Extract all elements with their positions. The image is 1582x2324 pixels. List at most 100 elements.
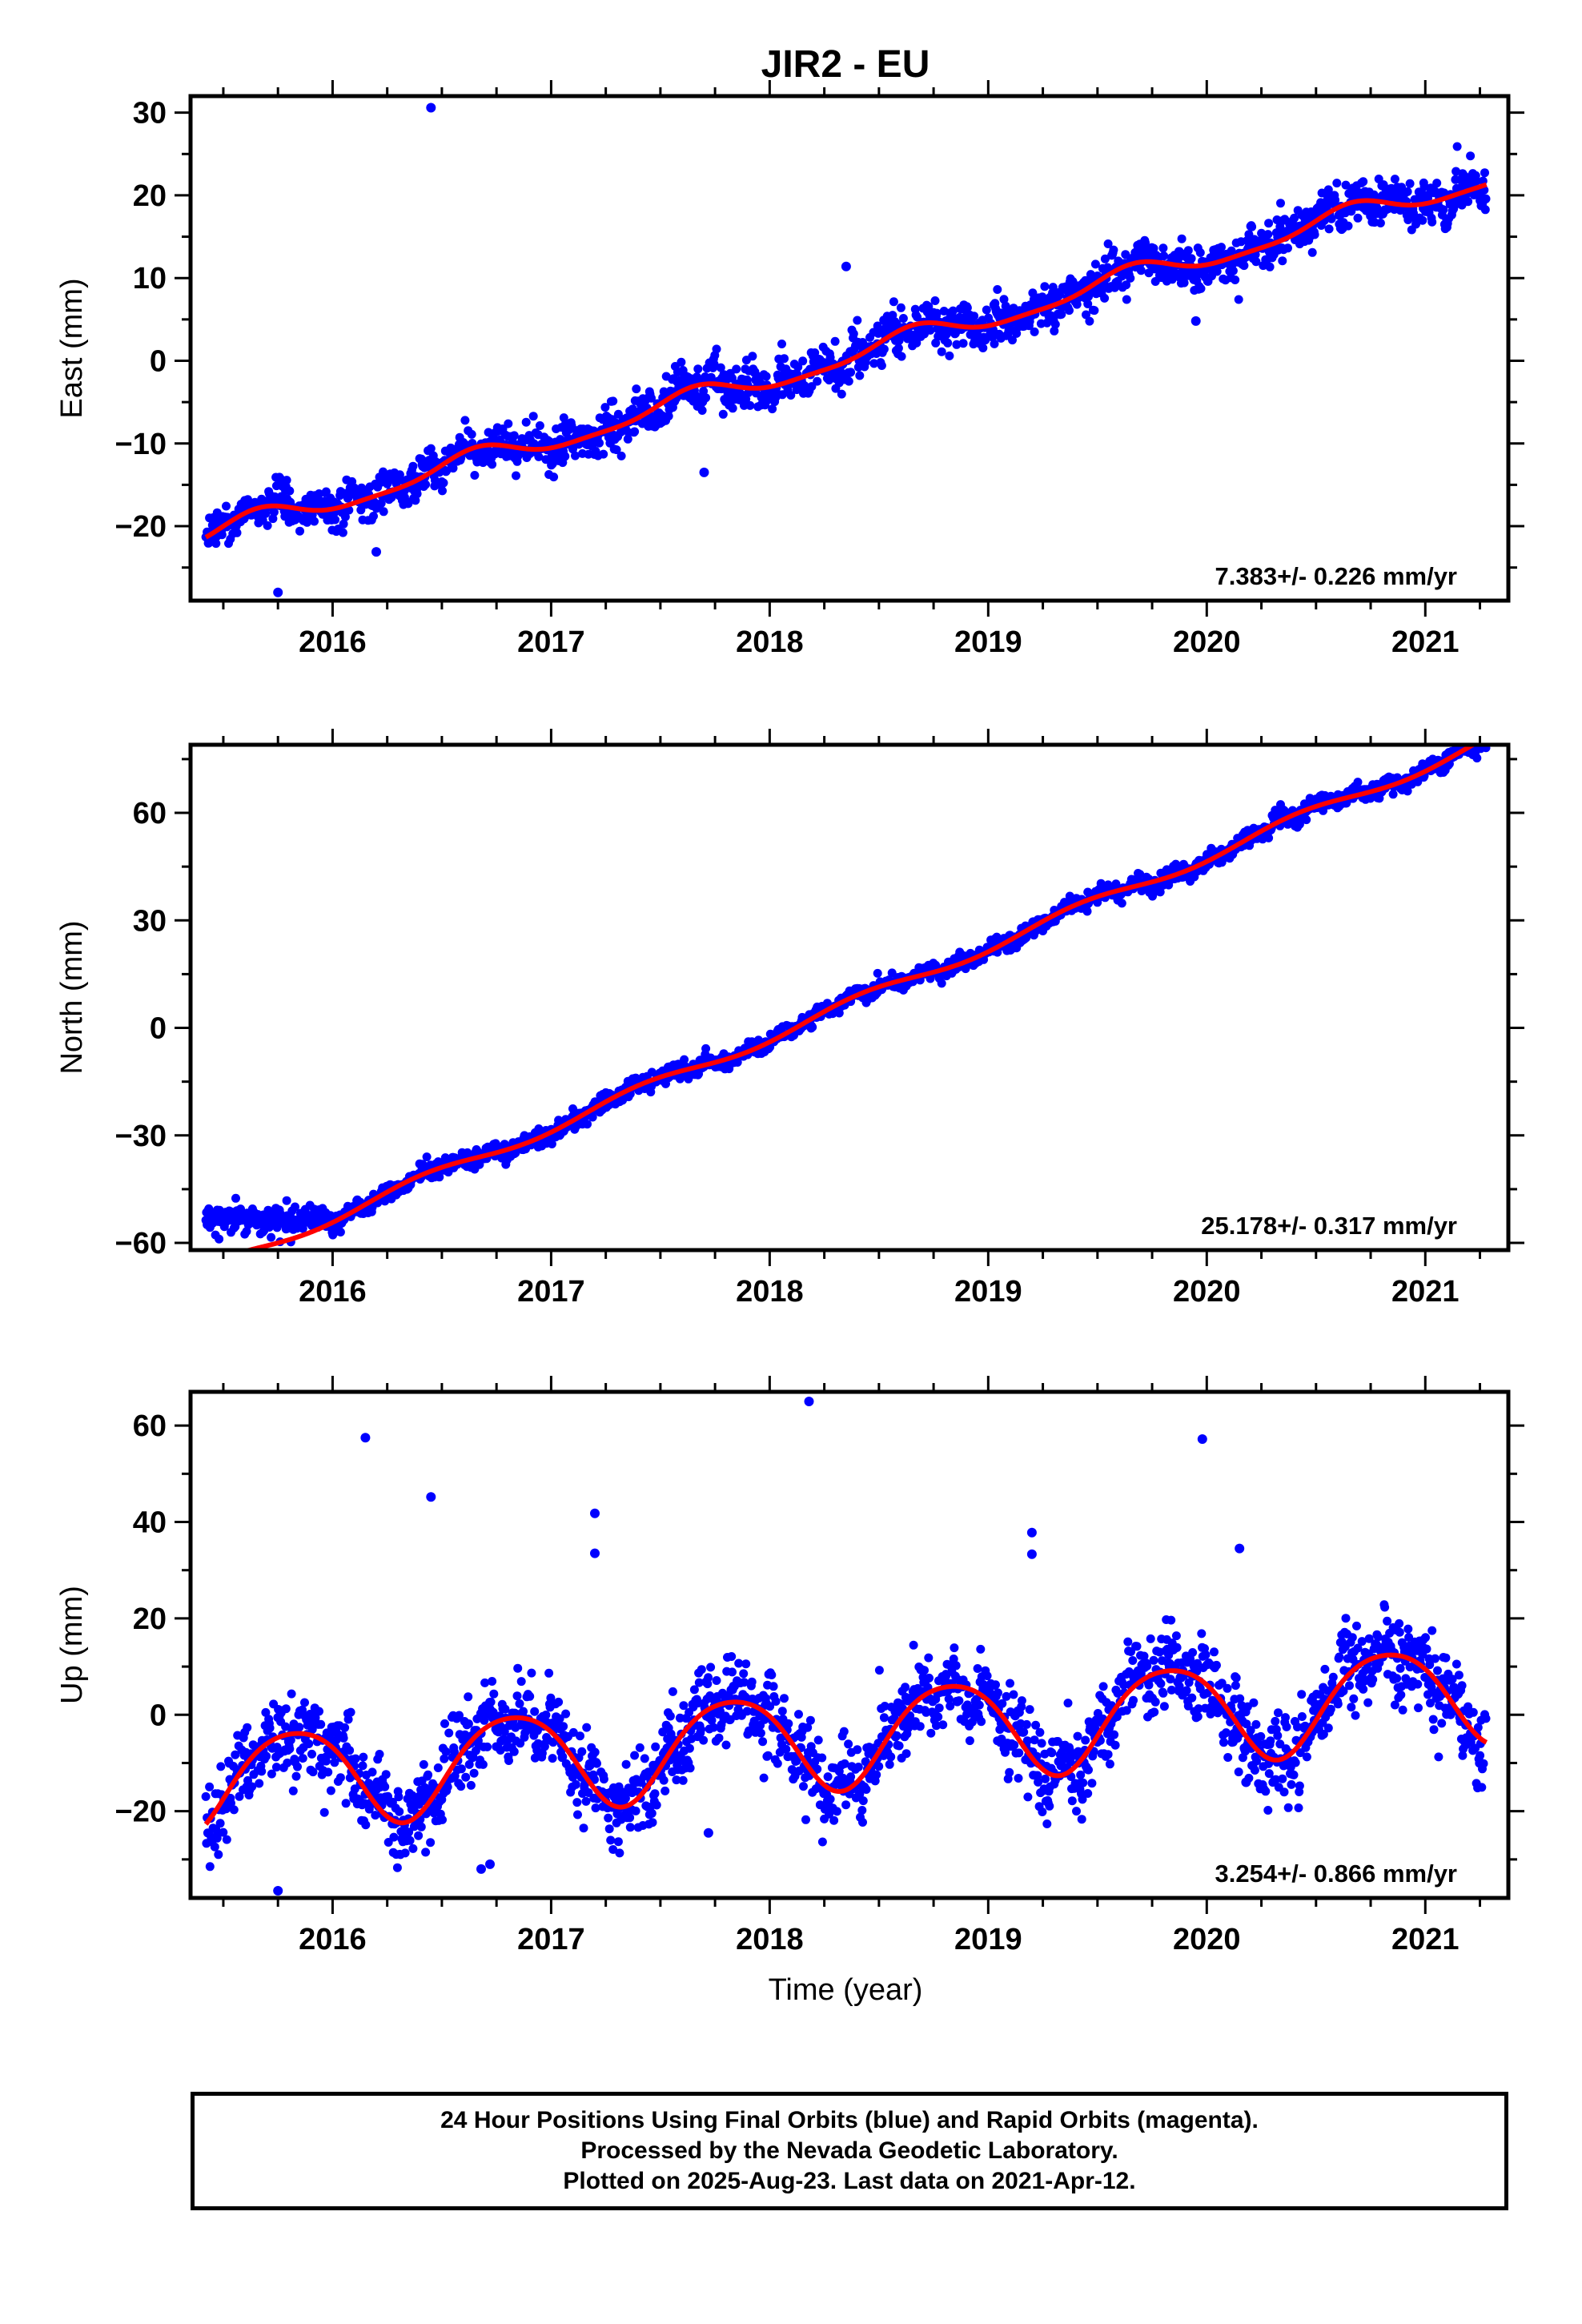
data-point	[414, 1831, 424, 1840]
data-point	[315, 1707, 323, 1716]
data-point	[829, 1815, 839, 1825]
data-point	[761, 372, 771, 381]
data-point	[1117, 899, 1126, 908]
data-point	[668, 1687, 677, 1696]
data-point	[323, 1767, 333, 1777]
data-point	[841, 1800, 851, 1810]
data-point	[604, 1824, 614, 1834]
data-point	[1403, 187, 1412, 196]
data-point	[709, 360, 719, 369]
data-point	[316, 1719, 326, 1729]
data-point	[554, 1697, 564, 1707]
data-point	[515, 1699, 524, 1708]
data-point	[229, 1805, 239, 1815]
data-point	[1310, 230, 1319, 239]
data-point	[784, 1719, 793, 1728]
data-point	[521, 417, 531, 427]
data-point	[924, 302, 934, 312]
data-point	[287, 1689, 296, 1699]
data-point	[661, 1786, 670, 1795]
data-point	[408, 1844, 418, 1853]
data-point	[571, 451, 580, 460]
data-point	[528, 412, 538, 421]
data-point	[664, 412, 673, 421]
data-point	[295, 526, 304, 536]
data-point	[285, 486, 295, 496]
data-point	[697, 1665, 706, 1675]
data-point	[693, 364, 703, 374]
data-point	[621, 1759, 631, 1769]
data-point	[516, 1677, 526, 1687]
data-point	[608, 396, 618, 406]
data-point	[527, 1668, 536, 1678]
plot-area-2	[201, 1397, 1491, 1896]
data-point	[466, 1780, 476, 1790]
plot-area-1	[201, 745, 1491, 1250]
data-point	[1452, 167, 1461, 176]
data-point	[849, 329, 858, 339]
data-point	[635, 1743, 644, 1752]
data-point	[408, 461, 418, 471]
data-point	[257, 1767, 267, 1776]
data-point	[855, 371, 865, 380]
outlier-point	[273, 587, 283, 597]
data-point	[1439, 188, 1449, 198]
data-point	[721, 1740, 731, 1750]
data-point	[488, 460, 497, 469]
data-point	[1343, 221, 1353, 231]
data-point	[504, 419, 513, 428]
data-point	[530, 1707, 540, 1716]
data-point	[210, 1842, 219, 1852]
data-point	[950, 1643, 959, 1653]
data-point	[1265, 262, 1275, 271]
data-point	[727, 1652, 737, 1661]
data-point	[630, 1751, 640, 1760]
data-point	[771, 1697, 781, 1706]
data-point	[853, 1745, 862, 1755]
data-point	[1136, 266, 1146, 275]
data-point	[285, 1744, 295, 1754]
data-point	[261, 509, 271, 518]
data-point	[579, 1823, 588, 1833]
data-point	[488, 1677, 497, 1686]
data-point	[422, 1152, 432, 1162]
data-point	[412, 489, 422, 499]
data-point	[837, 389, 846, 399]
data-point	[680, 1055, 689, 1064]
data-point	[948, 306, 958, 316]
data-point	[857, 1806, 867, 1815]
data-point	[745, 400, 755, 410]
x-tick-label: 2021	[1391, 1275, 1460, 1309]
data-point	[1082, 907, 1092, 916]
data-point	[813, 1735, 823, 1745]
data-point	[773, 1759, 782, 1768]
data-point	[846, 1772, 856, 1782]
data-point	[461, 1772, 471, 1782]
x-tick-label: 2021	[1391, 625, 1460, 659]
data-point	[1228, 266, 1238, 275]
data-point	[924, 1653, 934, 1663]
data-point	[631, 1806, 640, 1815]
data-point	[310, 517, 319, 526]
data-point	[232, 528, 242, 537]
data-point	[525, 1691, 535, 1701]
data-point	[640, 1754, 649, 1763]
y-axis-label: East (mm)	[55, 278, 89, 418]
data-point	[577, 1747, 587, 1756]
data-point	[456, 1764, 466, 1774]
data-point	[716, 363, 725, 372]
data-point	[282, 1196, 291, 1205]
data-point	[326, 1786, 335, 1795]
data-point	[438, 1815, 447, 1824]
y-tick-label: 0	[150, 1012, 167, 1046]
data-point	[1227, 246, 1236, 255]
data-point	[728, 1667, 737, 1677]
data-point	[338, 528, 347, 537]
data-point	[794, 1710, 803, 1719]
chart-title: JIR2 - EU	[761, 43, 930, 86]
data-point	[712, 1676, 721, 1685]
data-point	[915, 1722, 925, 1731]
data-point	[340, 1723, 350, 1732]
data-point	[978, 344, 988, 352]
data-point	[345, 1746, 355, 1755]
